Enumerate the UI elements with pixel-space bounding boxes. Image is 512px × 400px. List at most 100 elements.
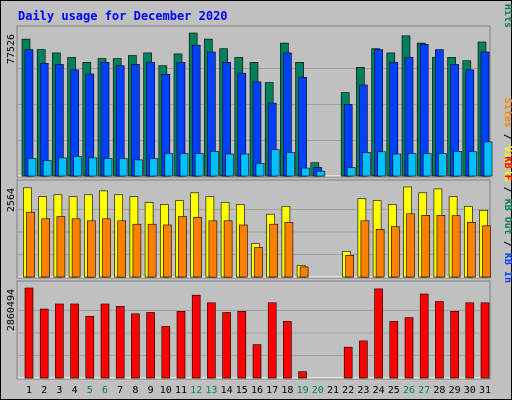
bar-pages-day-19	[301, 167, 310, 177]
bar-sites-day-1	[26, 211, 35, 278]
bar-kb-f-day-2	[39, 308, 49, 379]
day-label-3: 3	[56, 385, 62, 396]
day-label-28: 28	[433, 385, 445, 396]
bar-pages-day-23	[362, 152, 371, 177]
legend-hits: Hits	[502, 4, 512, 28]
bar-sites-day-17	[269, 223, 279, 278]
bar-pages-day-15	[240, 153, 250, 177]
bar-sites-day-27	[421, 215, 431, 278]
bar-kb-f-day-29	[450, 310, 459, 379]
bar-kb-f-day-18	[283, 321, 292, 379]
bar-pages-day-20	[316, 170, 326, 177]
bar-kb-f-day-3	[55, 303, 64, 379]
bar-pages-day-17	[270, 149, 280, 177]
bar-pages-day-4	[73, 156, 82, 177]
day-label-18: 18	[281, 385, 293, 396]
bar-kb-f-day-28	[435, 301, 444, 379]
panel-bottom: 2860494 KB F / KB Out / KB In	[6, 157, 512, 380]
bar-sites-day-28	[436, 215, 446, 278]
bar-pages-day-24	[377, 151, 386, 177]
legend-separator: /	[502, 181, 512, 199]
bar-sites-day-14	[223, 220, 233, 278]
bar-kb-f-day-19	[298, 371, 307, 379]
bar-pages-day-22	[346, 167, 356, 177]
bar-sites-day-29	[451, 215, 461, 278]
bar-kb-f-day-27	[419, 293, 429, 379]
bar-sites-day-31	[482, 225, 491, 278]
legend-visits: Visits	[502, 146, 512, 182]
bar-sites-day-30	[466, 222, 476, 278]
day-label-10: 10	[160, 385, 172, 396]
day-label-14: 14	[221, 385, 233, 396]
bar-files-day-16	[252, 81, 262, 177]
bar-kb-f-day-25	[389, 321, 399, 379]
bar-sites-day-19	[299, 266, 309, 278]
bar-sites-day-3	[56, 216, 66, 278]
day-label-31: 31	[479, 385, 491, 396]
bar-pages-day-16	[255, 163, 265, 177]
bar-kb-f-day-9	[146, 312, 155, 379]
bar-pages-day-25	[392, 153, 402, 177]
bar-pages-day-27	[422, 153, 432, 177]
chart-panels: 77526 Pages / Files / Hits 2564 Sites / Vis…	[6, 0, 512, 380]
bar-sites-day-6	[102, 218, 111, 278]
bar-files-day-1	[24, 49, 34, 177]
bar-sites-day-2	[41, 218, 51, 278]
bar-sites-day-11	[178, 216, 187, 278]
bar-sites-day-22	[345, 255, 355, 278]
bar-pages-day-28	[438, 153, 447, 177]
bar-sites-day-13	[208, 220, 218, 278]
bar-pages-day-26	[407, 153, 417, 177]
bar-pages-day-3	[58, 157, 67, 177]
bar-sites-day-12	[193, 217, 202, 278]
day-label-9: 9	[148, 385, 154, 396]
bar-kb-f-day-23	[359, 340, 368, 379]
day-label-16: 16	[251, 385, 263, 396]
bar-kb-f-day-10	[161, 326, 171, 379]
day-label-22: 22	[342, 385, 354, 396]
day-label-13: 13	[205, 385, 217, 396]
bar-kb-f-day-8	[131, 313, 140, 379]
day-label-1: 1	[26, 385, 32, 396]
bar-kb-f-day-1	[24, 287, 34, 379]
bar-kb-f-day-11	[176, 310, 186, 379]
bar-pages-day-1	[27, 158, 37, 177]
bar-kb-f-day-12	[191, 294, 201, 379]
bar-pages-day-12	[194, 153, 204, 177]
bar-kb-f-day-26	[404, 317, 414, 379]
bar-sites-day-24	[375, 229, 385, 278]
bar-pages-day-10	[164, 153, 174, 177]
day-axis: 1 2 3 4 5 6 7 8 9 10 11 12 13 14 15 16 17 18 19 20 21 22 23 24 2…	[26, 385, 491, 396]
day-label-7: 7	[117, 385, 123, 396]
panel-bottom-legend: KB F / KB Out / KB In	[502, 157, 512, 283]
bar-pages-day-6	[103, 158, 113, 177]
bar-kb-f-day-7	[115, 305, 125, 379]
bar-pages-day-29	[453, 151, 462, 177]
day-label-11: 11	[175, 385, 187, 396]
bar-sites-day-25	[390, 226, 400, 278]
panel-top-legend: Pages / Files / Hits	[502, 0, 512, 28]
day-label-21: 21	[327, 385, 339, 396]
legend-separator: /	[502, 235, 512, 253]
panel-bottom-max-label: 2860494	[6, 289, 17, 331]
day-label-20: 20	[312, 385, 324, 396]
day-label-5: 5	[87, 385, 93, 396]
bar-sites-day-9	[147, 223, 157, 278]
bar-files-day-2	[39, 62, 49, 177]
bar-kb-f-day-6	[100, 303, 110, 379]
day-label-12: 12	[190, 385, 202, 396]
bar-pages-day-31	[483, 141, 493, 177]
day-label-2: 2	[41, 385, 47, 396]
day-label-27: 27	[418, 385, 430, 396]
bar-pages-day-8	[134, 159, 143, 177]
bar-sites-day-23	[360, 220, 370, 278]
day-label-25: 25	[388, 385, 400, 396]
legend-sites: Sites	[502, 98, 512, 128]
bar-pages-day-7	[118, 158, 128, 177]
bar-pages-day-18	[286, 152, 295, 177]
panel-top-max-label: 77526	[6, 34, 17, 64]
bar-sites-day-16	[254, 247, 263, 278]
bar-kb-f-day-4	[70, 303, 79, 379]
day-label-4: 4	[72, 385, 78, 396]
